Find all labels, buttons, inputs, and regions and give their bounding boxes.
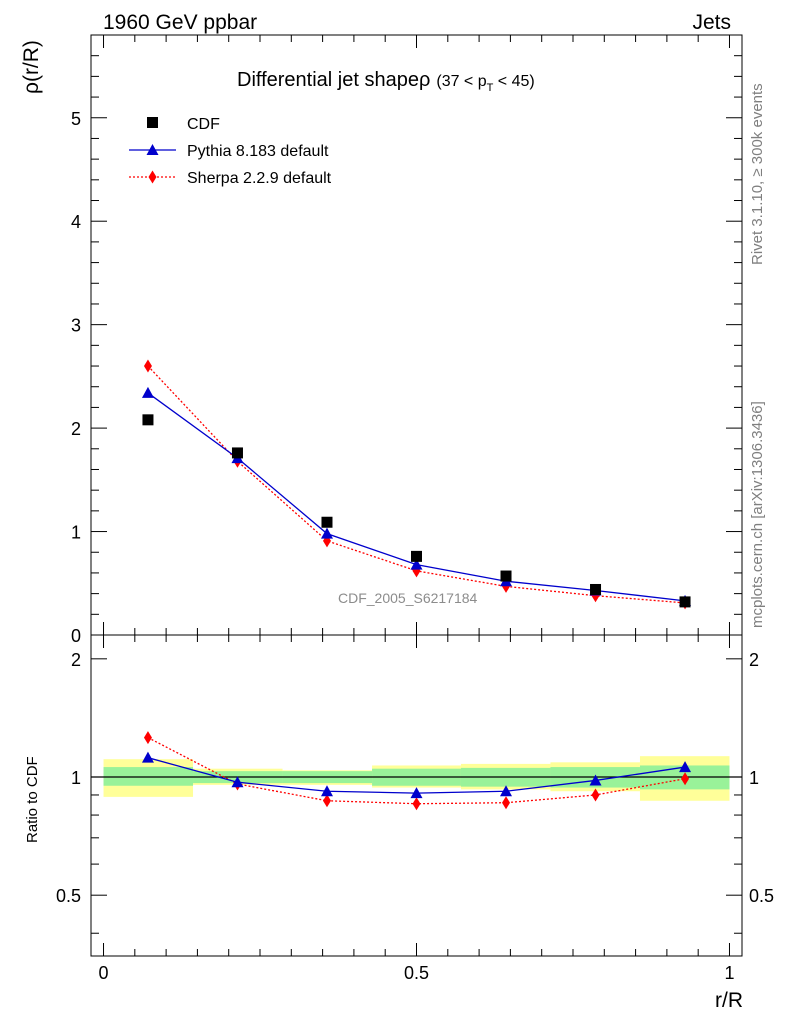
side-label-bottom: mcplots.cern.ch [arXiv:1306.3436] [749,401,766,628]
cdf-point [142,414,154,426]
ratio-y-tick-label-left: 1 [71,768,81,788]
ratio-y-axis-label: Ratio to CDF [24,756,41,843]
pythia-point [410,558,423,570]
cdf-point [231,447,243,459]
x-axis-label: r/R [715,989,743,1012]
sherpa-point [143,359,152,373]
cdf-point [679,596,691,608]
ratio-y-tick-label-right: 0.5 [749,886,774,906]
legend-label-cdf: CDF [187,116,220,133]
watermark: CDF_2005_S6217184 [338,590,478,606]
ratio-pythia-point [410,787,423,799]
x-tick-label: 1 [724,963,734,983]
title-main: Differential jet shape [237,69,419,91]
chart-title: Differential jet shapeρ (37 < pT < 45) [237,69,535,94]
ratio-pythia-point [141,751,154,763]
legend-label-sherpa: Sherpa 2.2.9 default [187,170,332,187]
ratio-sherpa-point [502,796,511,810]
ratio-pythia-point [589,774,602,786]
y-tick-label: 0 [71,626,81,646]
side-label-top: Rivet 3.1.10, ≥ 300k events [749,83,766,265]
cdf-point [411,550,422,562]
ratio-pythia-point [231,776,244,788]
title-range-pre: (37 < p [436,73,486,90]
x-tick-label: 0.5 [404,963,429,983]
y-tick-label: 3 [71,316,81,336]
legend: CDF Pythia 8.183 default Sherpa 2.2.9 de… [129,116,332,187]
data-series [141,359,692,811]
y-tick-label: 1 [71,523,81,543]
axes: 0 0.5 1 0 1 2 3 4 5 0.5 0.5 1 1 2 2 [56,34,774,983]
ratio-sherpa-point [681,772,690,786]
pythia-point [320,527,333,539]
y-tick-label: 4 [71,212,81,232]
ratio-sherpa-point [412,797,421,811]
pythia-point [141,386,154,398]
y-axis-label: ρ(r/R) [20,40,43,94]
legend-label-pythia: Pythia 8.183 default [187,143,329,160]
ratio-sherpa-point [322,794,331,808]
ratio-y-tick-label-right: 1 [749,768,759,788]
ratio-sherpa-point [143,731,152,745]
title-range-post: < 45) [493,73,534,90]
header-left: 1960 GeV ppbar [103,11,257,34]
x-tick-label: 0 [99,963,109,983]
cdf-point [590,583,602,595]
ratio-pythia-point [500,785,513,797]
header-right: Jets [692,11,731,34]
title-symbol: ρ [419,69,430,91]
title-range-sub: T [487,82,494,94]
y-tick-label: 2 [71,419,81,439]
legend-marker-pythia [146,144,159,155]
ratio-pythia-point [679,761,692,773]
ratio-sherpa-point [591,788,600,802]
ratio-y-tick-label-left: 2 [71,650,81,670]
cdf-point [500,570,512,582]
y-tick-label: 5 [71,109,81,129]
ratio-y-tick-label-left: 0.5 [56,886,81,906]
ratio-y-tick-label-right: 2 [749,650,759,670]
ratio-pythia-point [320,785,333,797]
legend-marker-cdf [147,117,158,128]
legend-marker-sherpa [148,170,157,184]
cdf-point [321,516,333,528]
